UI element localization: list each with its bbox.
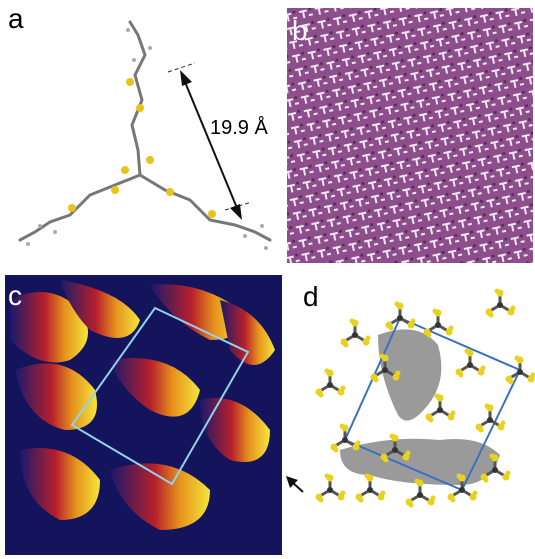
panel-label: a bbox=[8, 3, 24, 34]
panel-label: c bbox=[8, 280, 22, 311]
figure: 19.9 Å a b c bbox=[0, 0, 535, 559]
panel-d: d bbox=[303, 281, 535, 508]
panel-label: b bbox=[292, 15, 308, 46]
panel-a: 19.9 Å a bbox=[8, 3, 270, 250]
panel-c: c bbox=[5, 275, 303, 555]
panel-b: b bbox=[287, 8, 533, 263]
distance-label: 19.9 Å bbox=[210, 116, 268, 139]
panel-label: d bbox=[303, 281, 319, 312]
